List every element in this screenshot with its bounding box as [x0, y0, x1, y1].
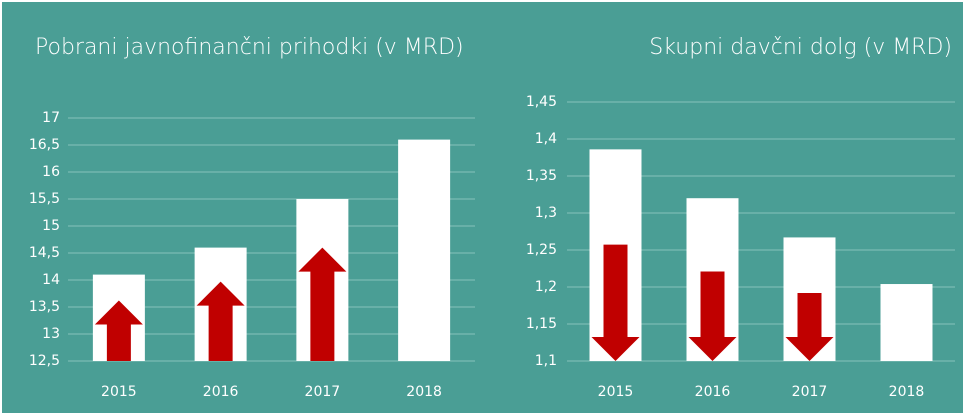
y-tick-label: 13 [42, 326, 60, 342]
y-tick-label: 13,5 [29, 299, 60, 315]
y-tick-label: 15,5 [29, 191, 60, 207]
bar [398, 139, 451, 361]
y-tick-label: 1,4 [535, 131, 557, 147]
x-tick-label: 2015 [598, 384, 634, 400]
y-tick-label: 17 [42, 110, 60, 126]
arrow [196, 281, 245, 361]
x-tick-label: 2016 [203, 384, 239, 400]
y-tick-label: 1,45 [526, 94, 557, 110]
y-tick-label: 1,2 [535, 279, 557, 295]
chart-title: Pobrani javnofinančni prihodki (v MRD) [35, 35, 464, 60]
y-tick-label: 12,5 [29, 353, 60, 369]
y-tick-label: 1,3 [535, 205, 557, 221]
arrow [688, 271, 737, 361]
y-tick-label: 14 [42, 272, 60, 288]
x-tick-label: 2017 [305, 384, 341, 400]
x-tick-label: 2016 [695, 384, 731, 400]
y-tick-label: 1,25 [526, 242, 557, 258]
arrow [785, 293, 834, 361]
x-tick-label: 2017 [792, 384, 828, 400]
y-tick-label: 16,5 [29, 137, 60, 153]
x-tick-label: 2018 [406, 384, 442, 400]
x-tick-label: 2018 [889, 384, 925, 400]
arrow [94, 300, 143, 361]
y-tick-label: 15 [42, 218, 60, 234]
x-tick-label: 2015 [101, 384, 137, 400]
y-tick-label: 16 [42, 164, 60, 180]
chart-title: Skupni davčni dolg (v MRD) [649, 35, 952, 60]
arrow [591, 244, 640, 361]
y-tick-label: 1,1 [535, 353, 557, 369]
y-tick-label: 1,35 [526, 168, 557, 184]
bar [880, 284, 933, 361]
arrow [298, 247, 347, 361]
y-tick-label: 14,5 [29, 245, 60, 261]
y-tick-label: 1,15 [526, 316, 557, 332]
